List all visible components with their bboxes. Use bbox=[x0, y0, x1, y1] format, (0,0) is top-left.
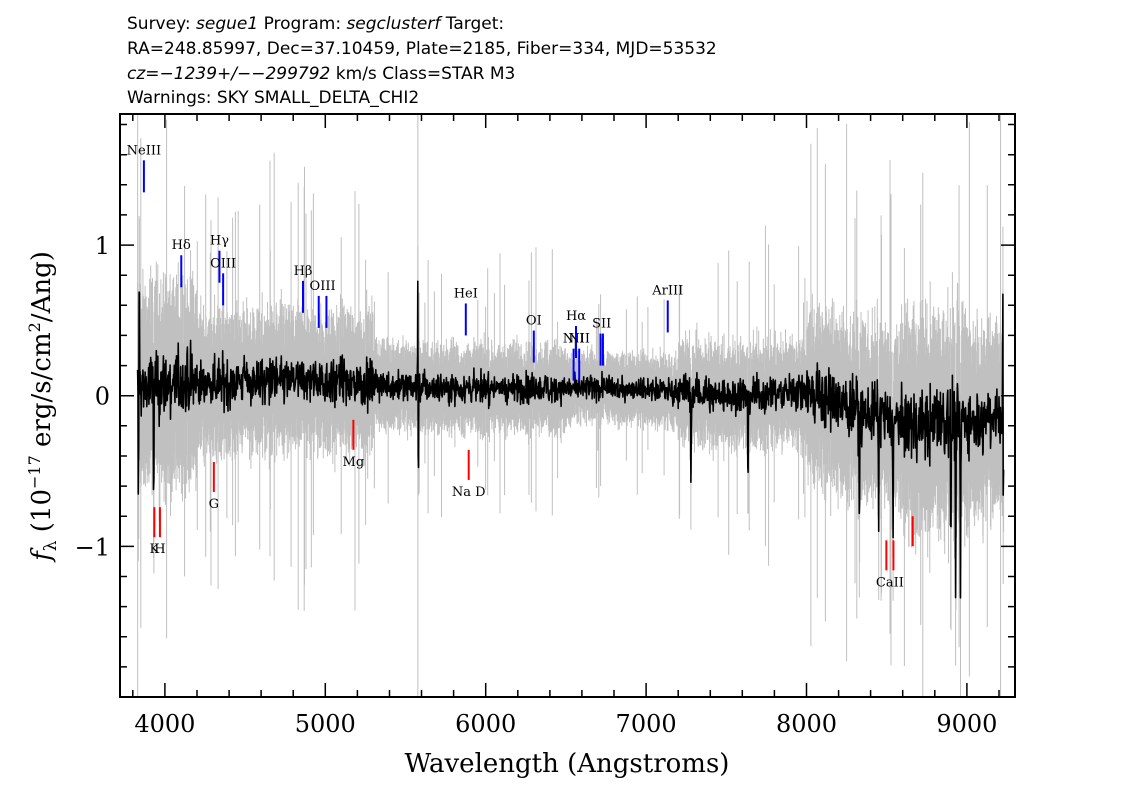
flux-spectrum bbox=[136, 280, 1005, 599]
y-axis-label: fλ (10−17 erg/s/cm2/Ang) bbox=[25, 251, 61, 563]
y-tick-label: 1 bbox=[95, 232, 110, 260]
emission-label-nii: NII bbox=[563, 332, 585, 347]
y-tick-label: −1 bbox=[75, 533, 110, 561]
emission-label-oi: OI bbox=[526, 314, 542, 329]
x-tick-label: 8000 bbox=[776, 710, 837, 738]
x-tick-label: 5000 bbox=[295, 710, 356, 738]
emission-label-sii: SII bbox=[592, 317, 611, 332]
chart-header: Survey: segue1 Program: segclusterf Targ… bbox=[127, 14, 717, 108]
axis-ticks bbox=[120, 114, 1015, 697]
plot-frame bbox=[119, 113, 1016, 698]
survey-name: segue1 bbox=[196, 14, 258, 34]
absorption-label-na-d: Na D bbox=[452, 485, 486, 500]
absorption-label-caii: CaII bbox=[876, 575, 904, 590]
emission-label-neiii: NeIII bbox=[127, 143, 161, 158]
header-line-1: Survey: segue1 Program: segclusterf Targ… bbox=[127, 14, 504, 34]
emission-label-oiii: OIII bbox=[310, 279, 336, 294]
redshift-value: cz=−1239+/−−299792 bbox=[127, 64, 330, 84]
x-tick-label: 4000 bbox=[134, 710, 195, 738]
emission-label-h: Hδ bbox=[172, 238, 191, 253]
emission-label-h: Hα bbox=[566, 309, 586, 324]
program-name: segclusterf bbox=[346, 14, 443, 34]
axis-tick-labels: 4000 5000 6000 7000 8000 9000 −1 0 1 bbox=[75, 232, 998, 738]
x-tick-label: 9000 bbox=[936, 710, 997, 738]
flux-series bbox=[136, 280, 1005, 599]
y-tick-label: 0 bbox=[95, 383, 110, 411]
x-axis-label: Wavelength (Angstroms) bbox=[405, 749, 730, 779]
absorption-label-mg: Mg bbox=[343, 455, 365, 470]
x-tick-label: 6000 bbox=[455, 710, 516, 738]
absorption-label-k: K bbox=[149, 542, 159, 557]
emission-label-ariii: ArIII bbox=[651, 283, 683, 298]
header-line-2: RA=248.85997, Dec=37.10459, Plate=2185, … bbox=[127, 39, 717, 59]
header-line-3: cz=−1239+/−−299792 km/s Class=STAR M3 bbox=[127, 64, 515, 84]
emission-label-nii: NII bbox=[568, 332, 590, 347]
emission-label-h: Hβ bbox=[294, 264, 313, 279]
emission-label-hei: HeI bbox=[454, 286, 478, 301]
absorption-label-g: G bbox=[209, 497, 219, 512]
emission-label-oiii: OIII bbox=[210, 256, 236, 271]
emission-label-h: Hγ bbox=[210, 234, 229, 249]
header-line-4: Warnings: SKY SMALL_DELTA_CHI2 bbox=[127, 88, 419, 108]
x-tick-label: 7000 bbox=[616, 710, 677, 738]
absorption-label-h: H bbox=[154, 542, 165, 557]
tick-marks bbox=[120, 114, 1015, 697]
